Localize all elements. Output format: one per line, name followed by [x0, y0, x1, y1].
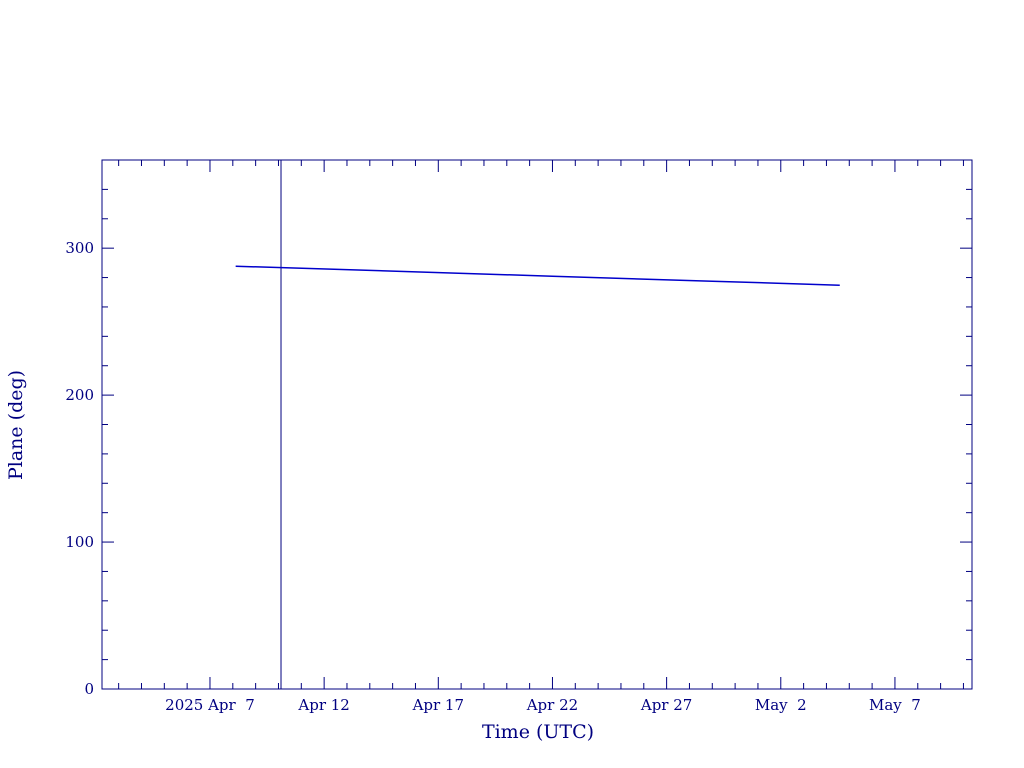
- x-tick-label: Apr 22: [526, 696, 578, 714]
- plot-frame: [101, 159, 973, 690]
- x-tick-label: 2025 Apr 7: [165, 696, 255, 714]
- y-axis-label: Plane (deg): [5, 370, 27, 480]
- x-tick-label: Apr 12: [297, 696, 349, 714]
- y-tick-label: 100: [65, 533, 94, 551]
- data-line: [235, 265, 840, 286]
- x-tick-label: May 2: [755, 696, 807, 714]
- x-tick-label: Apr 17: [412, 696, 464, 714]
- x-tick-label: Apr 27: [640, 696, 692, 714]
- y-tick-label: 200: [65, 386, 94, 404]
- x-tick-label: May 7: [869, 696, 921, 714]
- y-tick-label: 0: [84, 680, 94, 698]
- y-tick-label: 300: [65, 239, 94, 257]
- x-axis-label: Time (UTC): [482, 721, 594, 743]
